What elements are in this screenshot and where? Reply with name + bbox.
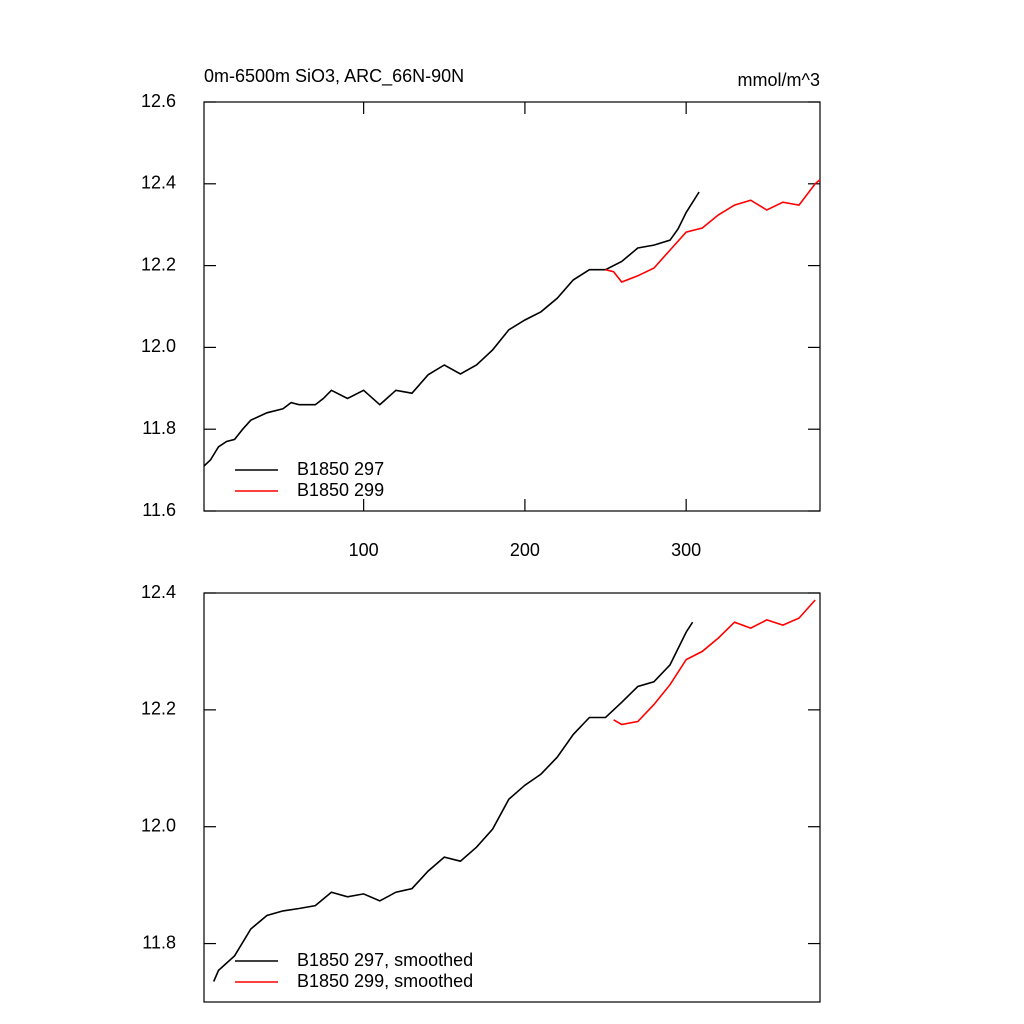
y-tick-label: 11.8 (142, 932, 176, 952)
data-line (605, 179, 821, 283)
plot-frame (203, 592, 821, 1003)
x-tick-label: 200 (510, 540, 540, 560)
y-tick-label: 12.2 (141, 699, 176, 719)
legend-label: B1850 299, smoothed (297, 971, 473, 991)
data-line (212, 621, 694, 982)
legend-label: B1850 299 (297, 480, 384, 500)
y-tick-label: 12.0 (141, 336, 176, 356)
legend-label: B1850 297 (297, 459, 384, 479)
x-tick-label: 100 (349, 540, 379, 560)
x-tick-label: 300 (671, 540, 701, 560)
y-tick-label: 11.8 (142, 418, 176, 438)
units-label: mmol/m^3 (738, 70, 820, 90)
chart-title: 0m-6500m SiO3, ARC_66N-90N (204, 66, 464, 87)
y-tick-label: 12.4 (141, 173, 176, 193)
y-tick-label: 12.2 (141, 254, 176, 274)
data-line (613, 599, 816, 726)
y-tick-label: 12.4 (141, 582, 176, 602)
y-tick-label: 11.6 (142, 500, 176, 520)
y-tick-label: 12.0 (141, 815, 176, 835)
y-tick-label: 12.6 (141, 91, 176, 111)
data-line (203, 191, 700, 467)
legend-label: B1850 297, smoothed (297, 950, 473, 970)
plot-frame (203, 101, 821, 512)
